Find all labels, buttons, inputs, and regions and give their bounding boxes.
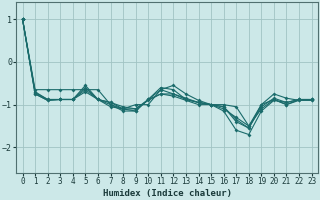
X-axis label: Humidex (Indice chaleur): Humidex (Indice chaleur) bbox=[103, 189, 232, 198]
